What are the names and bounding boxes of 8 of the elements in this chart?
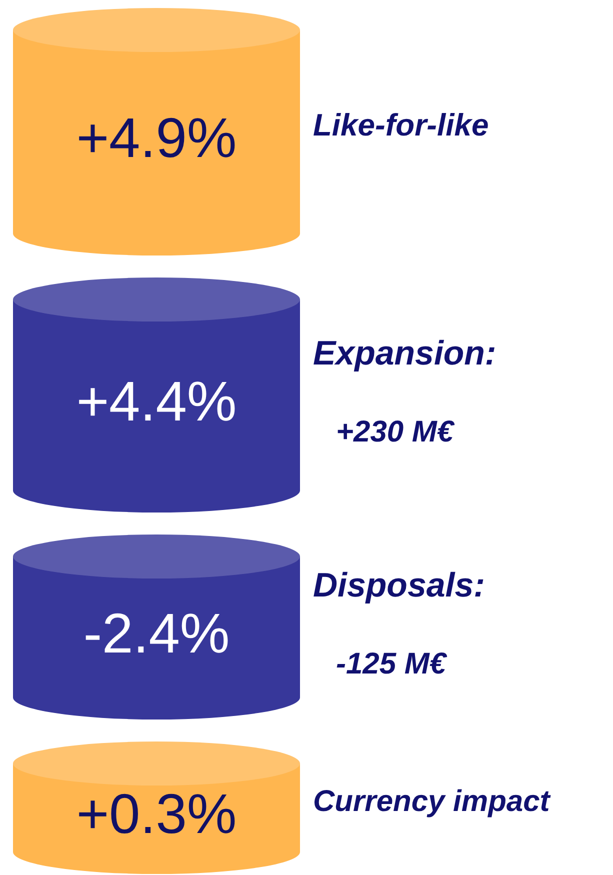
data-label: -2.4% bbox=[83, 601, 230, 664]
data-label: +0.3% bbox=[76, 782, 237, 846]
category-label: Disposals: -125 M€ bbox=[313, 566, 485, 680]
category-label: Expansion: +230 M€ bbox=[313, 334, 496, 448]
data-label: +4.9% bbox=[76, 106, 237, 170]
category-label: Currency impact bbox=[313, 785, 552, 818]
data-label: +4.4% bbox=[76, 369, 237, 432]
category-label: Like-for-like bbox=[313, 107, 489, 142]
